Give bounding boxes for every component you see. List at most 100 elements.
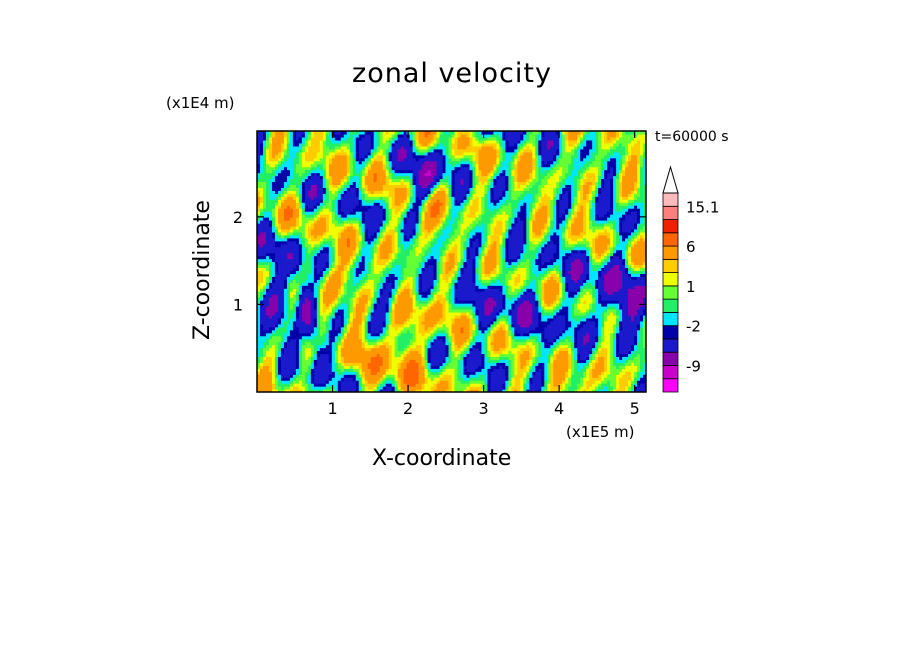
contour-cell <box>529 362 533 366</box>
contour-cell <box>643 291 646 295</box>
contour-cell <box>556 288 560 292</box>
contour-cell <box>307 335 312 340</box>
contour-cell <box>457 314 462 319</box>
contour-cell <box>484 389 489 392</box>
contour-cell <box>472 329 477 334</box>
contour-cell <box>304 300 309 304</box>
contour-cell <box>289 303 294 307</box>
contour-cell <box>427 347 432 352</box>
contour-cell <box>535 362 539 366</box>
contour-cell <box>448 335 453 340</box>
contour-cell <box>496 297 500 301</box>
contour-cell <box>358 344 363 349</box>
contour-cell <box>499 338 503 343</box>
contour-cell <box>439 332 444 337</box>
contour-cell <box>445 335 450 340</box>
contour-cell <box>448 389 453 392</box>
contour-cell <box>403 294 408 298</box>
contour-cell <box>442 341 447 346</box>
contour-cell <box>571 332 575 337</box>
contour-cell <box>391 305 396 310</box>
contour-cell <box>409 347 414 352</box>
contour-cell <box>406 359 411 363</box>
contour-cell <box>355 347 360 352</box>
contour-cell <box>328 303 333 307</box>
contour-cell <box>547 377 551 381</box>
contour-cell <box>448 323 453 328</box>
contour-cell <box>295 389 300 392</box>
contour-cell <box>325 359 330 363</box>
contour-cell <box>349 353 354 358</box>
contour-cell <box>634 329 638 334</box>
contour-cell <box>295 368 300 372</box>
contour-cell <box>637 314 641 319</box>
contour-cell <box>436 371 441 375</box>
contour-cell <box>490 389 494 392</box>
contour-cell <box>595 329 599 334</box>
contour-cell <box>559 311 563 316</box>
contour-cell <box>289 389 294 392</box>
contour-cell <box>532 341 536 346</box>
contour-cell <box>292 353 297 358</box>
contour-cell <box>478 329 483 334</box>
contour-cell <box>364 380 369 384</box>
contour-cell <box>628 329 632 334</box>
contour-cell <box>433 297 438 301</box>
contour-cell <box>547 300 551 304</box>
contour-cell <box>379 303 384 307</box>
contour-cell <box>388 350 393 355</box>
contour-cell <box>325 371 330 375</box>
contour-cell <box>370 317 375 322</box>
contour-cell <box>520 350 524 355</box>
contour-cell <box>310 344 315 349</box>
contour-cell <box>553 389 557 392</box>
contour-cell <box>595 386 599 390</box>
contour-cell <box>577 291 581 295</box>
contour-cell <box>280 335 285 340</box>
contour-cell <box>448 297 453 301</box>
contour-cell <box>418 356 423 360</box>
contour-cell <box>589 365 593 369</box>
contour-cell <box>463 347 468 352</box>
contour-cell <box>361 297 366 301</box>
contour-cell <box>289 386 294 390</box>
contour-cell <box>454 279 459 283</box>
contour-cell <box>619 350 623 355</box>
contour-cell <box>589 305 593 310</box>
contour-cell <box>343 368 348 372</box>
contour-cell <box>583 344 587 349</box>
contour-cell <box>493 362 497 366</box>
contour-cell <box>322 350 327 355</box>
contour-cell <box>523 326 527 331</box>
contour-cell <box>562 308 566 313</box>
contour-cell <box>430 311 435 316</box>
contour-cell <box>370 276 375 280</box>
contour-cell <box>454 359 459 363</box>
contour-cell <box>418 335 423 340</box>
contour-cell <box>562 365 566 369</box>
contour-cell <box>352 297 357 301</box>
contour-cell <box>289 347 294 352</box>
contour-cell <box>643 344 646 349</box>
contour-cell <box>643 285 646 289</box>
contour-cell <box>493 365 497 369</box>
contour-cell <box>628 320 632 325</box>
contour-cell <box>262 350 267 355</box>
contour-cell <box>337 389 342 392</box>
contour-cell <box>508 377 512 381</box>
contour-cell <box>619 332 623 337</box>
contour-cell <box>643 374 646 378</box>
contour-cell <box>580 323 584 328</box>
contour-cell <box>409 353 414 358</box>
contour-cell <box>592 288 596 292</box>
contour-cell <box>265 305 270 310</box>
contour-cell <box>472 305 477 310</box>
contour-cell <box>271 338 276 343</box>
contour-cell <box>463 308 468 313</box>
contour-cell <box>325 320 330 325</box>
contour-cell <box>634 335 638 340</box>
contour-cell <box>445 320 450 325</box>
contour-cell <box>271 380 276 384</box>
contour-cell <box>331 320 336 325</box>
contour-cell <box>490 347 494 352</box>
